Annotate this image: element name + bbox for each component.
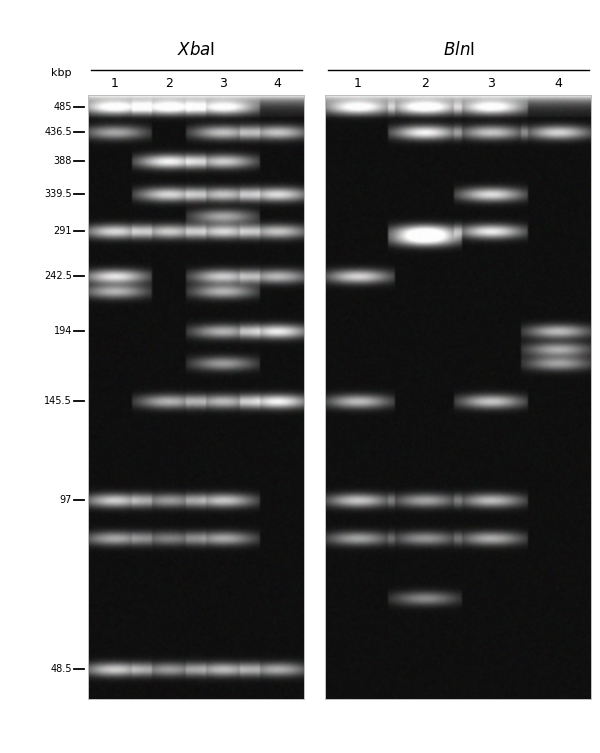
Text: 4: 4 (273, 77, 281, 90)
Text: 485: 485 (53, 102, 72, 112)
Text: 2: 2 (165, 77, 173, 90)
Text: kbp: kbp (52, 68, 72, 78)
Text: $\mathit{Xba}$I: $\mathit{Xba}$I (178, 41, 215, 59)
Text: $\mathit{Bln}$I: $\mathit{Bln}$I (443, 41, 475, 59)
Text: 1: 1 (111, 77, 119, 90)
Text: 194: 194 (53, 326, 72, 336)
Text: 4: 4 (554, 77, 562, 90)
Text: 291: 291 (53, 226, 72, 236)
Text: 436.5: 436.5 (44, 127, 72, 137)
Text: 97: 97 (59, 495, 72, 505)
Text: 2: 2 (421, 77, 429, 90)
Text: 145.5: 145.5 (44, 396, 72, 406)
Text: 242.5: 242.5 (44, 271, 72, 281)
Text: 1: 1 (354, 77, 362, 90)
Text: 3: 3 (487, 77, 495, 90)
Text: 3: 3 (219, 77, 227, 90)
Text: 339.5: 339.5 (44, 189, 72, 199)
Text: 388: 388 (53, 156, 72, 166)
Text: 48.5: 48.5 (50, 664, 72, 674)
